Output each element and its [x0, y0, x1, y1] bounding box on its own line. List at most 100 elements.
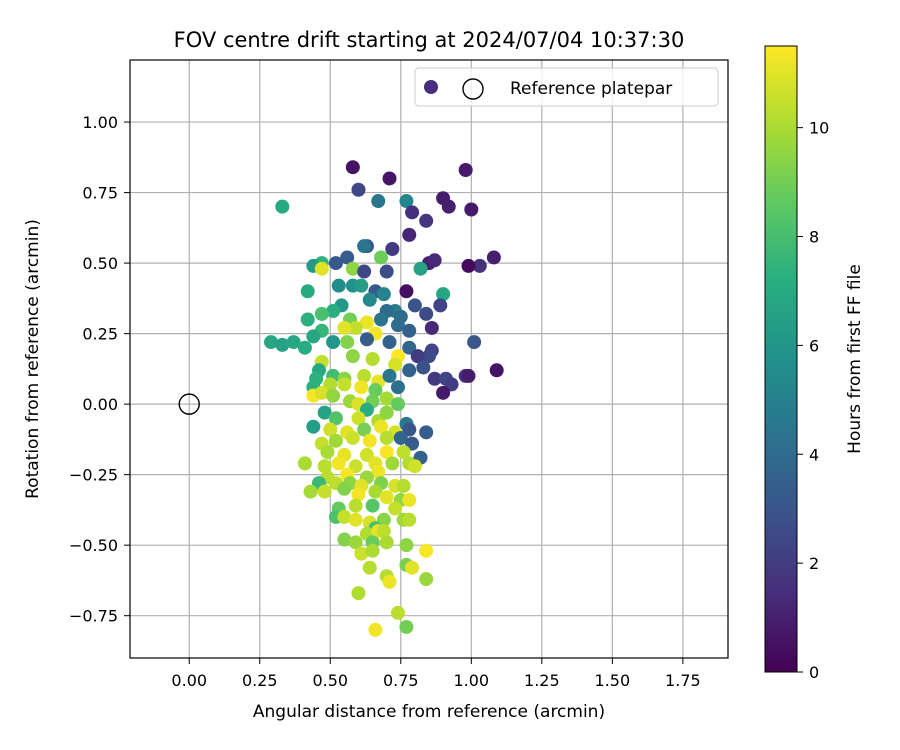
y-axis-ticks: 1.00 0.75 0.50 0.25 0.00 −0.25 −0.50 −0.75 [69, 113, 130, 626]
data-point [306, 419, 321, 434]
data-point [340, 335, 355, 350]
data-point [410, 349, 425, 364]
data-point [328, 433, 343, 448]
data-point [328, 256, 343, 271]
data-point [405, 560, 420, 575]
data-point [337, 509, 352, 524]
data-point [405, 205, 420, 220]
data-point [326, 388, 341, 403]
data-point [328, 411, 343, 426]
legend-frame [414, 67, 719, 107]
y-tick-label: 0.25 [82, 325, 118, 344]
data-point [419, 213, 434, 228]
y-tick-label: 0.75 [82, 184, 118, 203]
y-axis-label: Rotation from reference (arcmin) [23, 219, 43, 499]
data-point [348, 459, 363, 474]
data-point [467, 335, 482, 350]
data-point [419, 543, 434, 558]
data-point [345, 160, 360, 175]
data-point [382, 171, 397, 186]
x-tick-label: 1.00 [453, 671, 489, 690]
data-point [365, 498, 380, 513]
data-point [402, 422, 417, 437]
data-point [399, 538, 414, 553]
data-point [436, 287, 451, 302]
x-tick-label: 1.25 [524, 671, 560, 690]
data-point [379, 490, 394, 505]
colorbar-tick-label: 2 [809, 554, 819, 573]
data-point [300, 312, 315, 327]
data-point [368, 622, 383, 637]
data-point [399, 284, 414, 299]
data-point [357, 264, 372, 279]
data-point [340, 250, 355, 265]
data-point [407, 298, 422, 313]
colorbar-tick-label: 0 [809, 663, 819, 682]
data-point [359, 315, 374, 330]
x-axis-label: Angular distance from reference (arcmin) [253, 702, 605, 722]
data-point [416, 360, 431, 375]
y-tick-label: 0.50 [82, 254, 118, 273]
colorbar-tick-label: 6 [809, 336, 819, 355]
data-point [337, 320, 352, 335]
plot-frame [129, 59, 729, 659]
data-point [297, 456, 312, 471]
data-point [374, 312, 389, 327]
data-point [472, 258, 487, 273]
data-point [351, 182, 366, 197]
data-point [379, 535, 394, 550]
data-point [441, 199, 456, 214]
data-point [351, 487, 366, 502]
data-point [433, 298, 448, 313]
data-point [275, 199, 290, 214]
data-point [345, 261, 360, 276]
data-point [323, 422, 338, 437]
colorbar-ticks: 0 2 4 6 8 10 [797, 119, 829, 682]
data-point [371, 464, 386, 479]
data-point [393, 430, 408, 445]
data-point [390, 380, 405, 395]
data-point [427, 371, 442, 386]
data-point [362, 433, 377, 448]
data-point [382, 335, 397, 350]
data-point [368, 383, 383, 398]
data-point [390, 318, 405, 333]
data-point [419, 425, 434, 440]
data-point [359, 402, 374, 417]
x-tick-label: 0.25 [242, 671, 278, 690]
data-point [419, 306, 434, 321]
data-point [365, 543, 380, 558]
data-point [385, 241, 400, 256]
data-point [345, 349, 360, 364]
y-tick-label: −0.50 [69, 536, 118, 555]
data-point [402, 340, 417, 355]
data-point [362, 292, 377, 307]
data-point [306, 329, 321, 344]
data-point [348, 498, 363, 513]
data-point [402, 363, 417, 378]
data-point [374, 419, 389, 434]
data-point [399, 194, 414, 209]
data-point [337, 481, 352, 496]
data-point [314, 261, 329, 276]
data-point [489, 363, 504, 378]
legend-marker-sample [424, 80, 438, 94]
data-point [379, 405, 394, 420]
data-point [317, 484, 332, 499]
data-point [405, 436, 420, 451]
legend-marker-reference [462, 78, 484, 100]
reference-platepar-point [178, 393, 200, 415]
x-tick-label: 0.75 [383, 671, 419, 690]
data-point [399, 619, 414, 634]
data-point [396, 445, 411, 460]
data-point [354, 278, 369, 293]
data-point [351, 586, 366, 601]
chart-title: FOV centre drift starting at 2024/07/04 … [174, 28, 685, 52]
data-point [348, 320, 363, 335]
data-point [419, 572, 434, 587]
data-point [458, 163, 473, 178]
data-points [178, 160, 504, 637]
data-point [413, 261, 428, 276]
y-tick-label: −0.25 [69, 466, 118, 485]
